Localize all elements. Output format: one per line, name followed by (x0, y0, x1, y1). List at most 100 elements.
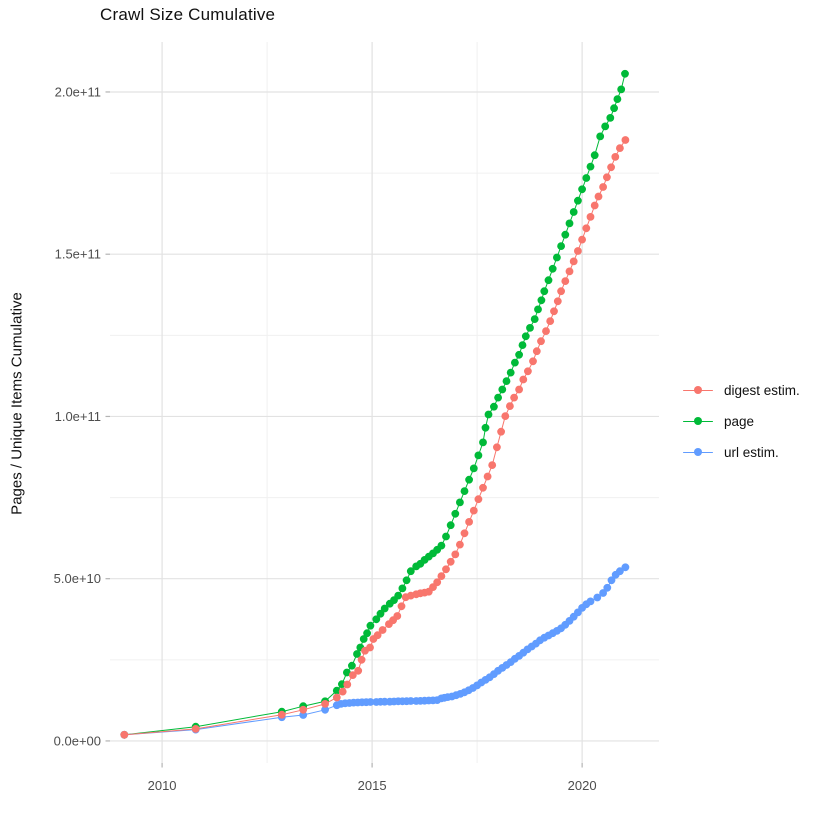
series-line (124, 566, 626, 736)
data-point (621, 69, 629, 78)
data-point (537, 296, 546, 305)
legend-key-page-icon (681, 410, 715, 432)
data-point (366, 621, 375, 630)
data-point (359, 635, 368, 643)
data-point (596, 132, 605, 141)
data-point (479, 438, 487, 447)
data-point (357, 655, 366, 664)
data-point (621, 136, 630, 144)
data-point (338, 687, 347, 696)
data-point (613, 95, 622, 103)
data-point (521, 332, 530, 341)
data-point (442, 532, 450, 541)
data-point (380, 604, 389, 613)
data-point (474, 495, 483, 504)
data-point (616, 144, 624, 153)
data-point (321, 700, 329, 708)
data-point (519, 375, 528, 384)
data-point (542, 327, 550, 335)
data-point (120, 730, 129, 739)
data-point (530, 315, 539, 323)
data-point (501, 412, 510, 420)
data-point (590, 151, 599, 160)
data-point (348, 671, 357, 679)
data-point (277, 710, 286, 719)
data-point (606, 114, 615, 122)
data-point (490, 402, 498, 411)
data-point (553, 297, 562, 306)
data-point (582, 224, 591, 233)
data-point (518, 341, 527, 349)
x-tick-label: 2010 (148, 778, 177, 793)
data-point (599, 589, 607, 597)
data-point (456, 540, 464, 549)
data-point (569, 257, 578, 266)
data-point (550, 307, 558, 316)
data-point (526, 324, 534, 332)
legend-label-digest: digest estim. (724, 382, 800, 398)
data-point (617, 85, 626, 94)
data-point (524, 367, 532, 376)
data-point (393, 612, 402, 620)
data-point (506, 402, 514, 410)
data-point (599, 183, 607, 191)
data-point (565, 219, 574, 228)
data-point (529, 357, 537, 366)
data-point (451, 509, 460, 518)
series-line (124, 139, 626, 736)
data-point (474, 451, 483, 460)
data-point (510, 393, 518, 402)
data-point (354, 666, 363, 675)
data-point (378, 626, 387, 634)
data-point (465, 518, 473, 526)
data-point (544, 276, 553, 285)
x-tick-label: 2015 (358, 778, 387, 793)
data-point (446, 557, 455, 566)
data-point (515, 385, 523, 394)
data-point (607, 163, 615, 172)
data-point (376, 609, 385, 618)
data-point (437, 572, 446, 580)
data-point (481, 423, 490, 432)
data-point (616, 567, 624, 576)
legend: digest estim. page url estim. (681, 379, 800, 463)
y-tick-label: 0.0e+00 (54, 733, 101, 748)
data-point (446, 521, 455, 530)
legend-item-url: url estim. (681, 441, 800, 463)
data-point (437, 541, 446, 550)
legend-key-digest-icon (681, 379, 715, 401)
data-point (511, 358, 519, 367)
data-point (601, 122, 610, 131)
data-point (366, 643, 374, 652)
data-point (321, 705, 329, 714)
chart-title: Crawl Size Cumulative (100, 5, 276, 24)
legend-label-url: url estim. (724, 444, 779, 460)
data-point (398, 584, 407, 593)
data-point (557, 242, 565, 251)
data-point (546, 317, 555, 325)
data-point (553, 253, 561, 262)
data-point (373, 631, 382, 640)
data-point (442, 565, 450, 574)
data-point (574, 196, 582, 205)
data-point (561, 230, 570, 239)
data-point (299, 705, 308, 714)
data-point (451, 550, 460, 559)
data-point (402, 576, 411, 585)
data-point (460, 529, 469, 538)
data-point (394, 591, 403, 600)
data-point (456, 498, 464, 507)
data-point (406, 697, 415, 705)
data-point (506, 368, 515, 377)
x-tick-label: 2020 (568, 778, 597, 793)
data-point (479, 483, 487, 492)
data-point (582, 174, 591, 182)
data-point (498, 385, 507, 394)
data-point (497, 427, 505, 436)
data-point (603, 173, 611, 182)
data-point (515, 350, 523, 359)
data-point (586, 597, 595, 606)
data-point (586, 213, 595, 221)
